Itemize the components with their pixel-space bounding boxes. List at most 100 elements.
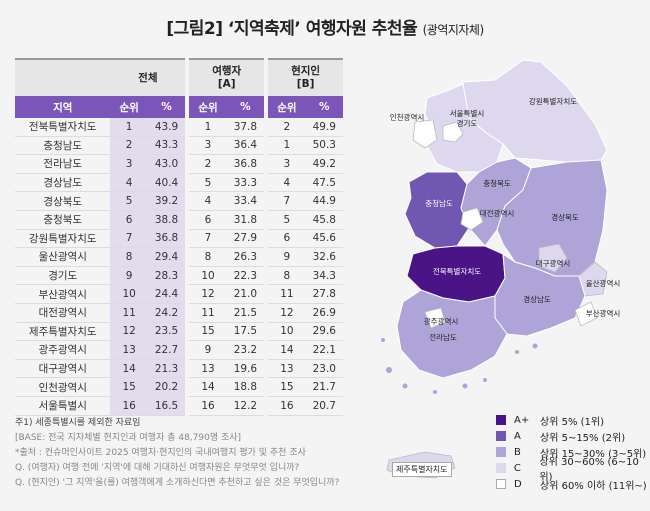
label-jeonnam: 전라남도 <box>429 332 457 342</box>
col-a-pct: % <box>226 96 265 118</box>
table-row: 인천광역시 15 20.2 14 18.8 15 21.7 <box>15 377 343 397</box>
label-jeju: 제주특별자치도 <box>392 462 452 477</box>
cell-b-pct: 45.8 <box>305 210 343 230</box>
cell-all-rank: 11 <box>110 303 148 323</box>
ranking-table: 전체 여행자 [A] 현지인 [B] 지역 순위 % 순위 % 순위 % 전북특… <box>15 58 343 416</box>
table-row: 대전광역시 11 24.2 11 21.5 12 26.9 <box>15 303 343 323</box>
cell-a-pct: 21.5 <box>226 303 265 323</box>
cell-b-pct: 27.8 <box>305 284 343 304</box>
table-row: 경상남도 4 40.4 5 33.3 4 47.5 <box>15 173 343 193</box>
cell-a-rank: 15 <box>189 322 227 342</box>
cell-all-rank: 9 <box>110 266 148 286</box>
cell-b-pct: 49.9 <box>305 118 343 137</box>
col-b-pct: % <box>305 96 343 118</box>
table-row: 경상북도 5 39.2 4 33.4 7 44.9 <box>15 191 343 211</box>
cell-a-pct: 31.8 <box>226 210 265 230</box>
cell-region: 부산광역시 <box>15 284 111 304</box>
cell-a-rank: 10 <box>189 266 227 286</box>
cell-a-rank: 11 <box>189 303 227 323</box>
label-busan: 부산광역시 <box>586 308 621 318</box>
cell-region: 충청북도 <box>15 210 111 230</box>
legend-swatch <box>496 447 506 457</box>
cell-a-pct: 18.8 <box>226 377 265 397</box>
cell-b-rank: 14 <box>268 340 306 360</box>
cell-a-pct: 22.3 <box>226 266 265 286</box>
cell-all-pct: 21.3 <box>147 359 186 379</box>
cell-a-pct: 26.3 <box>226 247 265 267</box>
legend-desc: 상위 15~30% (3~5위) <box>540 448 647 460</box>
korea-map: 강원특별자치도 서울특별시 경기도 인천광역시 충청북도 충청남도 대전광역시 … <box>381 59 621 479</box>
table-row: 제주특별자치도 12 23.5 15 17.5 10 29.6 <box>15 322 343 342</box>
cell-region: 서울특별시 <box>15 396 111 416</box>
cell-b-rank: 5 <box>268 210 306 230</box>
table-row: 충청북도 6 38.8 6 31.8 5 45.8 <box>15 210 343 230</box>
cell-a-pct: 21.0 <box>226 284 265 304</box>
table-row: 울산광역시 8 29.4 8 26.3 9 32.6 <box>15 247 343 267</box>
cell-all-pct: 40.4 <box>147 173 186 193</box>
legend-grade: C <box>513 462 521 474</box>
cell-b-pct: 50.3 <box>305 136 343 156</box>
cell-b-pct: 26.9 <box>305 303 343 323</box>
cell-a-pct: 19.6 <box>226 359 265 379</box>
note-1: 주1) 세종특별시를 제외한 자료임 <box>15 418 141 428</box>
cell-region: 경상북도 <box>15 191 111 211</box>
cell-a-pct: 23.2 <box>226 340 265 360</box>
label-jeonbuk: 전북특별자치도 <box>433 266 481 276</box>
region-jeonnam <box>396 289 508 379</box>
cell-region: 인천광역시 <box>15 377 111 397</box>
cell-b-rank: 12 <box>268 303 306 323</box>
region-incheon <box>412 119 438 149</box>
label-gangwon: 강원특별자치도 <box>529 96 577 106</box>
cell-all-pct: 28.3 <box>147 266 186 286</box>
cell-b-pct: 44.9 <box>305 191 343 211</box>
cell-all-pct: 39.2 <box>147 191 186 211</box>
cell-b-pct: 21.7 <box>305 377 343 397</box>
legend-swatch <box>496 415 506 425</box>
cell-a-rank: 2 <box>189 154 227 174</box>
cell-b-pct: 49.2 <box>305 154 343 174</box>
col-all-pct: % <box>147 96 186 118</box>
cell-all-rank: 12 <box>110 322 148 342</box>
cell-a-rank: 8 <box>189 247 227 267</box>
cell-a-rank: 7 <box>189 229 227 249</box>
cell-b-rank: 16 <box>268 396 306 416</box>
cell-b-pct: 22.1 <box>305 340 343 360</box>
cell-b-rank: 9 <box>268 247 306 267</box>
cell-a-pct: 17.5 <box>226 322 265 342</box>
cell-all-pct: 29.4 <box>147 247 186 267</box>
cell-all-pct: 38.8 <box>147 210 186 230</box>
cell-all-rank: 3 <box>110 154 148 174</box>
cell-all-rank: 2 <box>110 136 148 156</box>
cell-b-pct: 29.6 <box>305 322 343 342</box>
label-ulsan: 울산광역시 <box>586 278 621 288</box>
cell-all-rank: 13 <box>110 340 148 360</box>
header-blank <box>15 58 111 96</box>
cell-a-pct: 12.2 <box>226 396 265 416</box>
cell-b-pct: 20.7 <box>305 396 343 416</box>
cell-region: 전라남도 <box>15 154 111 174</box>
cell-region: 강원특별자치도 <box>15 229 111 249</box>
legend-swatch <box>496 479 506 489</box>
cell-all-rank: 16 <box>110 396 148 416</box>
legend-desc: 상위 5% (1위) <box>540 416 604 428</box>
cell-region: 울산광역시 <box>15 247 111 267</box>
note-source: *출처 : 컨슈머인사이트 2025 여행자·현지인의 국내여행지 평가 및 추… <box>15 448 306 458</box>
table-row: 대구광역시 14 21.3 13 19.6 13 23.0 <box>15 359 343 379</box>
cell-b-rank: 10 <box>268 322 306 342</box>
table-row: 충청남도 2 43.3 3 36.4 1 50.3 <box>15 136 343 156</box>
table-row: 전라남도 3 43.0 2 36.8 3 49.2 <box>15 154 343 174</box>
header-traveler: 여행자 [A] <box>189 58 265 96</box>
label-daegu: 대구광역시 <box>536 258 571 268</box>
cell-all-rank: 15 <box>110 377 148 397</box>
legend-swatch <box>496 431 506 441</box>
cell-a-pct: 33.4 <box>226 191 265 211</box>
map-legend: A+ 상위 5% (1위) A 상위 5~15% (2위) B 상위 15~30% (3~… <box>496 412 650 492</box>
cell-all-pct: 43.3 <box>147 136 186 156</box>
cell-b-rank: 7 <box>268 191 306 211</box>
label-chungnam: 충청남도 <box>425 199 453 208</box>
cell-b-rank: 8 <box>268 266 306 286</box>
col-a-rank: 순위 <box>189 96 227 118</box>
cell-b-rank: 1 <box>268 136 306 156</box>
cell-a-rank: 4 <box>189 191 227 211</box>
cell-b-rank: 11 <box>268 284 306 304</box>
